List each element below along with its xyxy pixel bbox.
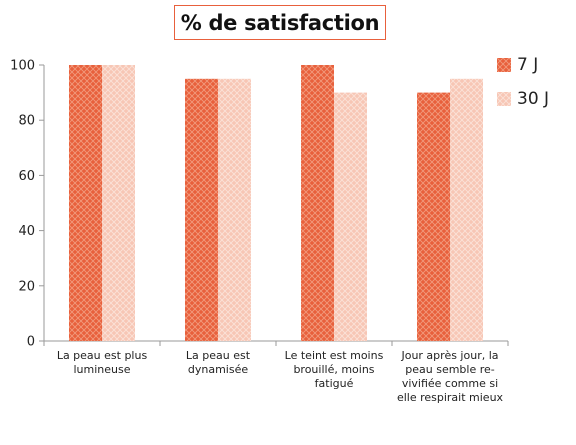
y-tick-label: 80 — [18, 114, 35, 129]
legend-swatch-7j — [497, 58, 511, 72]
legend-item-30j: 30 J — [497, 88, 549, 110]
bar-7j-1 — [69, 65, 102, 341]
y-tick-label: 40 — [18, 224, 35, 239]
bar-30j-1 — [102, 65, 135, 341]
bar-30j-2 — [218, 78, 251, 342]
legend-label-7j: 7 J — [517, 55, 539, 75]
chart-title: % de satisfaction — [180, 10, 380, 35]
chart-title-box: % de satisfaction — [174, 5, 386, 40]
x-tick-label: Le teint est moins brouillé, moins fatig… — [284, 349, 384, 390]
legend-swatch-30j — [497, 92, 511, 106]
y-tick-label: 20 — [18, 279, 35, 294]
y-tick-label: 60 — [18, 169, 35, 184]
x-tick-label: Jour après jour, la peau semble re-vivif… — [396, 349, 504, 404]
x-tick-label: La peau est plus lumineuse — [56, 349, 148, 376]
bar-7j-4 — [417, 92, 450, 341]
bar-30j-4 — [450, 78, 483, 342]
bar-7j-2 — [185, 78, 218, 342]
bar-7j-3 — [301, 65, 334, 341]
legend-item-7j: 7 J — [497, 54, 549, 76]
legend-label-30j: 30 J — [517, 89, 550, 109]
chart-legend: 7 J 30 J — [497, 54, 549, 122]
bar-30j-3 — [334, 92, 367, 341]
y-tick-label: 100 — [10, 59, 35, 74]
x-tick-label: La peau est dynamisée — [185, 349, 251, 376]
y-tick-label: 0 — [27, 335, 35, 350]
